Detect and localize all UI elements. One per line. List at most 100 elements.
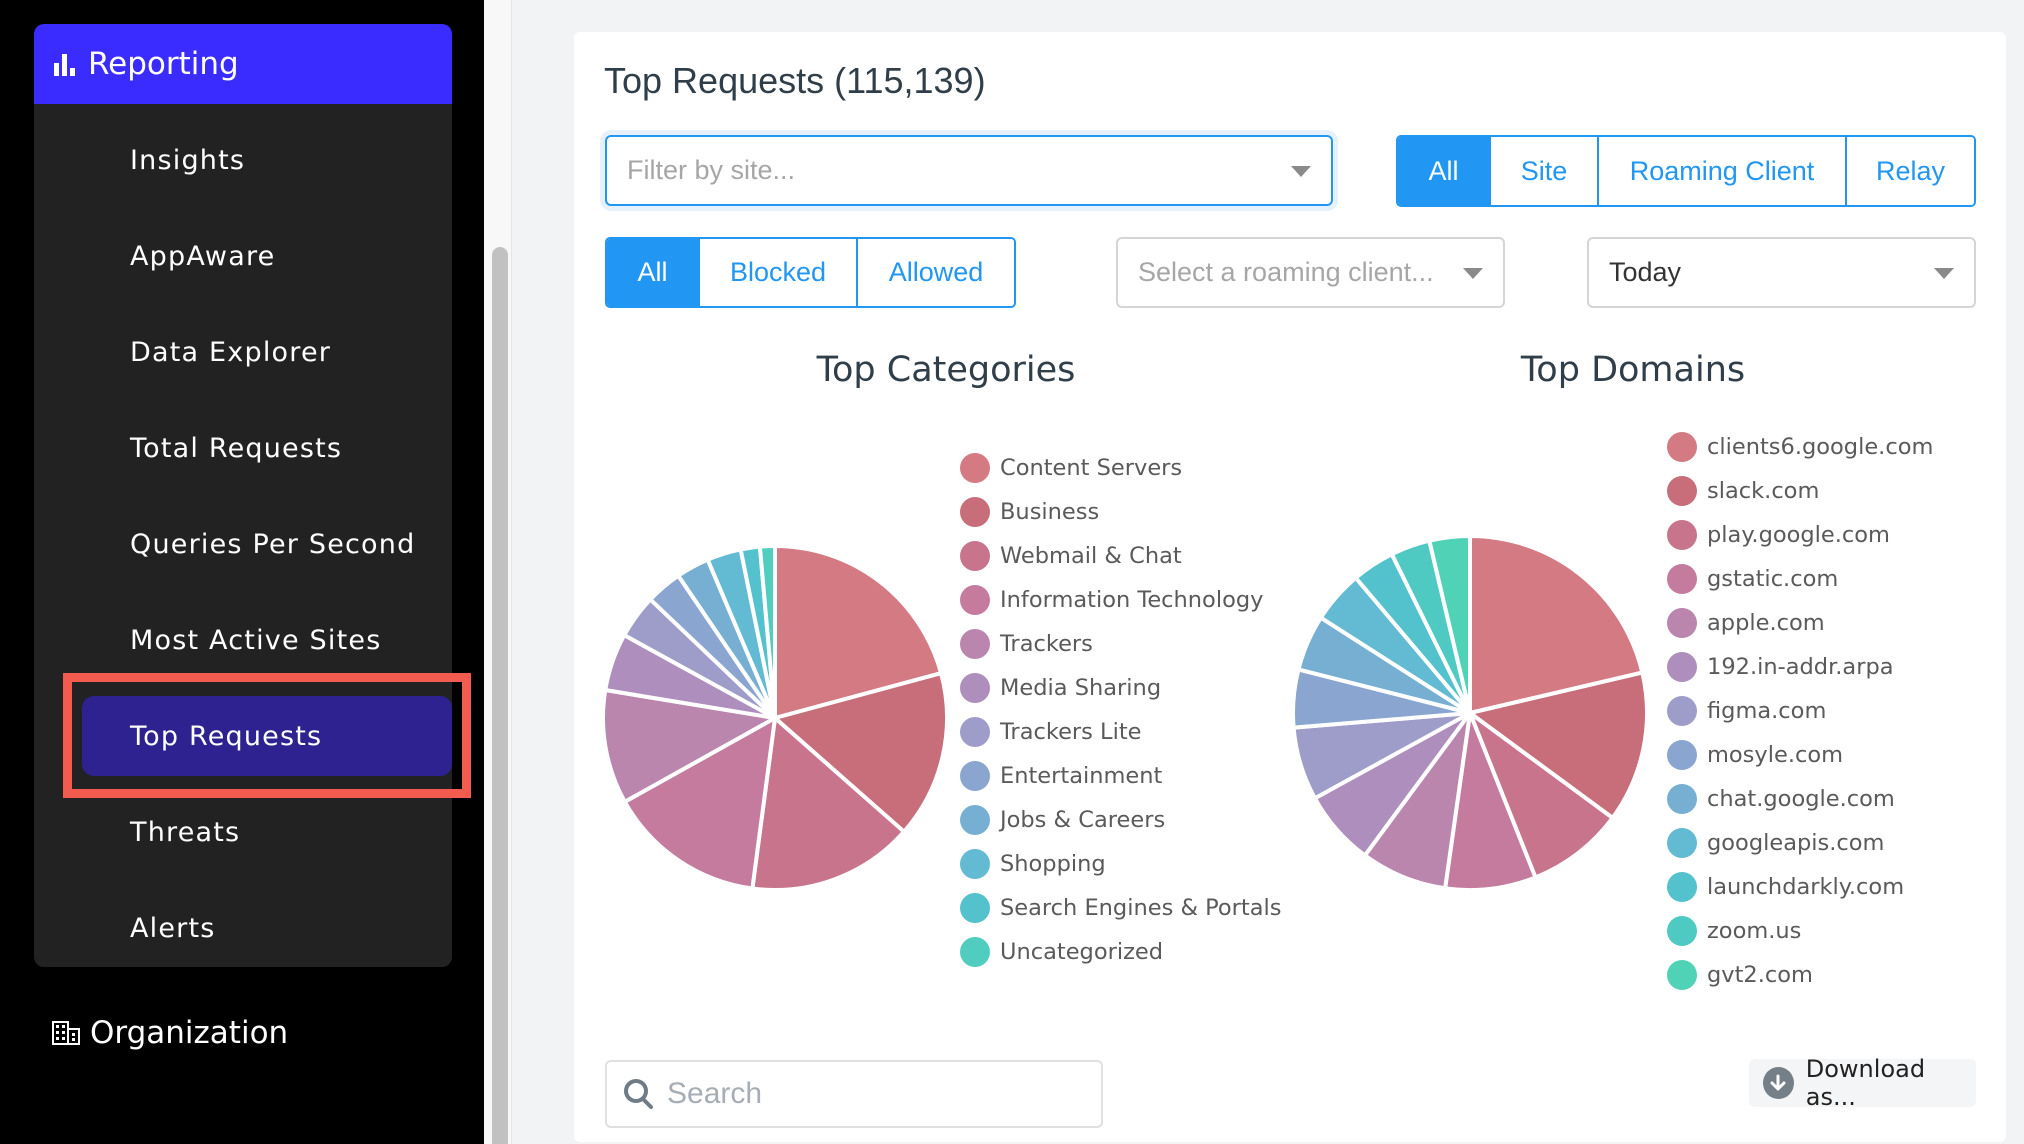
pie-slice[interactable] [1427, 534, 1472, 715]
legend-item[interactable]: Trackers Lite [960, 710, 1282, 754]
sidebar-item-queries-per-second[interactable]: Queries Per Second [130, 528, 416, 560]
source-filter-group: All Site Roaming Client Relay [1396, 135, 1976, 207]
legend-color-swatch [960, 453, 990, 483]
sidebar-item-most-active-sites[interactable]: Most Active Sites [130, 624, 382, 656]
legend-label: slack.com [1707, 478, 1820, 504]
legend-item[interactable]: 192.in-addr.arpa [1667, 645, 1933, 689]
legend-item[interactable]: Webmail & Chat [960, 534, 1282, 578]
legend-item[interactable]: googleapis.com [1667, 821, 1933, 865]
legend-item[interactable]: chat.google.com [1667, 777, 1933, 821]
pie-slice[interactable] [757, 544, 777, 720]
legend-item[interactable]: Media Sharing [960, 666, 1282, 710]
download-label: Download as... [1805, 1055, 1926, 1111]
status-all-button[interactable]: All [607, 239, 700, 306]
legend-label: apple.com [1707, 610, 1825, 636]
legend-label: launchdarkly.com [1707, 874, 1905, 900]
source-all-button[interactable]: All [1398, 137, 1491, 205]
legend-item[interactable]: slack.com [1667, 469, 1933, 513]
legend-item[interactable]: figma.com [1667, 689, 1933, 733]
legend-color-swatch [1667, 828, 1697, 858]
legend-color-swatch [1667, 564, 1697, 594]
legend-label: clients6.google.com [1707, 434, 1934, 460]
legend-label: gvt2.com [1707, 962, 1813, 988]
sidebar-item-total-requests[interactable]: Total Requests [130, 432, 343, 464]
sidebar-item-data-explorer[interactable]: Data Explorer [130, 336, 332, 368]
legend-item[interactable]: Information Technology [960, 578, 1282, 622]
page-title: Top Requests (115,139) [604, 60, 986, 101]
source-relay-button[interactable]: Relay [1847, 137, 1974, 205]
search-icon [624, 1079, 653, 1109]
source-roaming-client-button[interactable]: Roaming Client [1599, 137, 1847, 205]
legend-color-swatch [1667, 520, 1697, 550]
legend-label: figma.com [1707, 698, 1827, 724]
status-allowed-button[interactable]: Allowed [858, 239, 1014, 306]
building-icon [52, 1021, 80, 1045]
legend-item[interactable]: Search Engines & Portals [960, 886, 1282, 930]
top-categories-pie-chart[interactable] [600, 543, 950, 893]
legend-item[interactable]: mosyle.com [1667, 733, 1933, 777]
legend-item[interactable]: Shopping [960, 842, 1282, 886]
legend-item[interactable]: apple.com [1667, 601, 1933, 645]
bar-chart-icon [54, 54, 78, 76]
legend-color-swatch [960, 673, 990, 703]
top-requests-card: Top Requests (115,139) Filter by site...… [574, 32, 2006, 1142]
pie-slice[interactable] [773, 671, 949, 834]
legend-color-swatch [960, 497, 990, 527]
pie-slice[interactable] [1468, 534, 1645, 715]
legend-item[interactable]: Entertainment [960, 754, 1282, 798]
site-filter-dropdown[interactable]: Filter by site... [605, 135, 1333, 206]
sidebar-item-top-requests[interactable]: Top Requests [82, 696, 452, 776]
pie-slice[interactable] [750, 716, 907, 892]
download-button[interactable]: Download as... [1749, 1055, 1976, 1111]
sidebar-item-insights[interactable]: Insights [130, 144, 246, 176]
pie-slice[interactable] [622, 716, 777, 891]
sidebar-section-reporting[interactable]: Reporting [34, 24, 452, 104]
legend-label: Shopping [1000, 851, 1106, 877]
legend-label: Trackers Lite [1000, 719, 1142, 745]
sidebar-scrollbar[interactable] [484, 0, 512, 1144]
legend-label: Information Technology [1000, 587, 1264, 613]
sidebar-item-alerts[interactable]: Alerts [130, 912, 216, 944]
sidebar-section-organization[interactable]: Organization [52, 1015, 288, 1051]
legend-label: Trackers [1000, 631, 1093, 657]
legend-label: Content Servers [1000, 455, 1183, 481]
legend-item[interactable]: Uncategorized [960, 930, 1282, 974]
search-placeholder: Search [667, 1077, 763, 1110]
legend-item[interactable]: zoom.us [1667, 909, 1933, 953]
legend-item[interactable]: gvt2.com [1667, 953, 1933, 997]
scrollbar-thumb[interactable] [492, 247, 508, 1144]
status-blocked-button[interactable]: Blocked [700, 239, 858, 306]
pie-slice[interactable] [1468, 670, 1649, 820]
legend-item[interactable]: Content Servers [960, 446, 1282, 490]
legend-color-swatch [1667, 740, 1697, 770]
top-domains-legend: clients6.google.com slack.com play.google.… [1667, 425, 1933, 997]
legend-item[interactable]: launchdarkly.com [1667, 865, 1933, 909]
legend-item[interactable]: Jobs & Careers [960, 798, 1282, 842]
pie-slice[interactable] [601, 688, 777, 804]
search-input[interactable]: Search [605, 1060, 1103, 1128]
legend-label: Search Engines & Portals [1000, 895, 1282, 921]
legend-label: Entertainment [1000, 763, 1163, 789]
roaming-client-select[interactable]: Select a roaming client... [1116, 237, 1505, 308]
legend-item[interactable]: clients6.google.com [1667, 425, 1933, 469]
legend-color-swatch [1667, 652, 1697, 682]
top-domains-pie-chart[interactable] [1290, 533, 1650, 893]
legend-color-swatch [1667, 960, 1697, 990]
sidebar-item-threats[interactable]: Threats [130, 816, 241, 848]
legend-item[interactable]: Trackers [960, 622, 1282, 666]
legend-color-swatch [960, 717, 990, 747]
source-site-button[interactable]: Site [1491, 137, 1599, 205]
legend-label: zoom.us [1707, 918, 1802, 944]
legend-label: play.google.com [1707, 522, 1890, 548]
pie-slice[interactable] [773, 544, 944, 720]
chevron-down-icon [1291, 165, 1311, 177]
sidebar-item-appaware[interactable]: AppAware [130, 240, 276, 272]
legend-label: Uncategorized [1000, 939, 1164, 965]
legend-item[interactable]: play.google.com [1667, 513, 1933, 557]
sidebar-section-label: Reporting [88, 46, 239, 82]
legend-item[interactable]: Business [960, 490, 1282, 534]
sidebar-section-label: Organization [90, 1015, 289, 1051]
date-range-select[interactable]: Today [1587, 237, 1976, 308]
legend-item[interactable]: gstatic.com [1667, 557, 1933, 601]
legend-label: chat.google.com [1707, 786, 1895, 812]
